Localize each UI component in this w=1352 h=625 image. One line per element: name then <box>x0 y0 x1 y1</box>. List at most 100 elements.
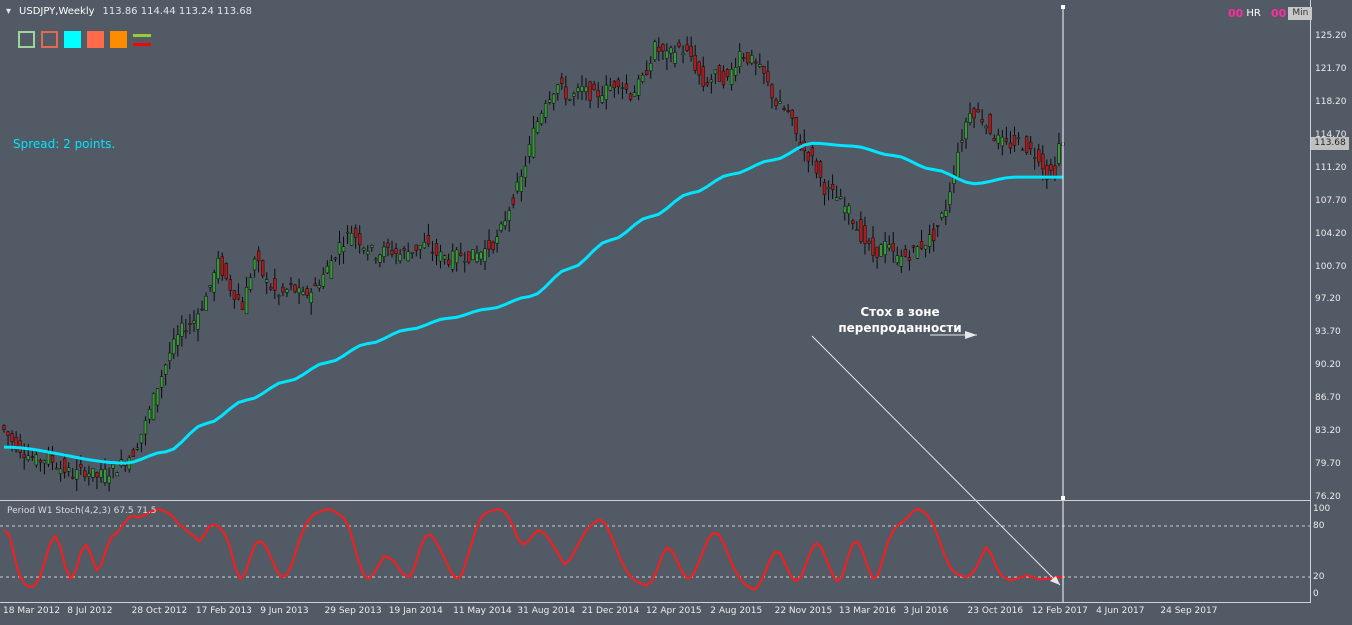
candle-body <box>992 138 996 142</box>
time-tick-label: 18 Mar 2012 <box>3 606 61 616</box>
time-tick-label: 28 Oct 2012 <box>131 606 188 616</box>
candle-body <box>543 103 548 118</box>
candle-body <box>515 181 519 192</box>
candle-body <box>358 233 362 246</box>
candle-body <box>91 468 95 478</box>
candle-body <box>362 247 366 251</box>
candle-body <box>491 241 495 250</box>
candle-body <box>548 99 552 103</box>
candle-body <box>273 278 277 291</box>
candle-body <box>774 99 778 106</box>
candle-body <box>50 455 55 463</box>
candle-body <box>685 44 689 51</box>
candle-body <box>988 114 992 134</box>
candle-body <box>463 261 467 263</box>
candle-body <box>737 51 742 68</box>
candle-body <box>944 210 948 217</box>
candle-body <box>95 472 99 478</box>
time-tick-label: 19 Jan 2014 <box>388 606 443 616</box>
candle-body <box>293 284 297 293</box>
salmon-fill-icon[interactable] <box>87 31 104 48</box>
candle-body <box>1012 134 1017 146</box>
lines-icon[interactable] <box>133 31 151 48</box>
candle-body <box>564 86 568 100</box>
candle-body <box>1008 142 1013 149</box>
candle-body <box>252 258 257 271</box>
candle-body <box>669 47 673 54</box>
candle-body <box>1000 136 1005 147</box>
candle-body <box>1033 157 1037 159</box>
green-square-icon[interactable] <box>18 31 35 48</box>
time-axis-border <box>0 602 1310 603</box>
candle-body <box>131 449 136 457</box>
time-tick-label: 11 May 2014 <box>453 606 512 616</box>
cyan-fill-icon[interactable] <box>64 31 81 48</box>
time-tick-label: 22 Nov 2015 <box>774 606 833 616</box>
candle-body <box>261 260 265 277</box>
candle-body <box>556 84 560 94</box>
candle-body <box>855 229 859 231</box>
time-tick-label: 24 Sep 2017 <box>1160 606 1218 616</box>
candle-body <box>826 187 831 190</box>
stochastic-line <box>3 507 1063 592</box>
candle-body <box>960 140 964 143</box>
candle-body <box>487 240 491 250</box>
candle-body <box>588 81 592 101</box>
candle-body <box>418 245 422 250</box>
candle-body <box>576 87 580 92</box>
candle-body <box>673 52 677 64</box>
candle-body <box>398 254 402 262</box>
candle-body <box>927 234 932 247</box>
candle-body <box>475 252 479 263</box>
candle-body <box>604 84 608 100</box>
candle-body <box>762 66 766 74</box>
candle-body <box>657 46 661 52</box>
candle-body <box>143 420 148 435</box>
candle-body <box>972 108 976 119</box>
candle-body <box>329 260 334 279</box>
subwindow-divider[interactable] <box>0 500 1310 501</box>
annotation-line-2: перепроданности <box>838 321 962 335</box>
candle-body <box>71 476 75 479</box>
candle-body <box>511 197 515 205</box>
candle-body <box>624 83 629 90</box>
chevron-down-icon[interactable]: ▾ <box>6 6 12 17</box>
candle-body <box>584 86 588 93</box>
ohlc-values: 113.86 114.44 113.24 113.68 <box>102 6 253 17</box>
candle-body <box>26 455 30 460</box>
candle-body <box>34 454 39 466</box>
candle-body <box>754 61 758 64</box>
oversold-annotation[interactable]: Стох в зоне перепроданности <box>815 304 985 336</box>
red-square-icon[interactable] <box>41 31 58 48</box>
candle-body <box>923 245 928 250</box>
stoch-tick-label: 0 <box>1313 589 1319 599</box>
price-tick-label: 111.20 <box>1315 162 1347 173</box>
candle-body <box>843 205 847 214</box>
current-price-tag: 113.68 <box>1311 137 1349 150</box>
candle-body <box>147 408 152 420</box>
candle-body <box>915 246 920 259</box>
candle-body <box>159 376 164 388</box>
candle-body <box>244 287 249 314</box>
candle-body <box>677 42 681 47</box>
candle-body <box>729 68 734 85</box>
price-tick-label: 79.70 <box>1315 459 1341 470</box>
candle-body <box>636 78 641 96</box>
candle-body <box>503 220 507 226</box>
candle-body <box>402 248 406 251</box>
candle-body <box>58 468 63 474</box>
candle-body <box>539 113 544 125</box>
candle-body <box>422 241 427 249</box>
orange-fill-icon[interactable] <box>110 31 127 48</box>
candle-body <box>42 460 47 464</box>
candle-body <box>410 252 414 254</box>
candle-body <box>936 225 940 227</box>
candle-body <box>450 250 455 270</box>
candlestick-series <box>2 36 1065 492</box>
candle-body <box>79 464 83 468</box>
color-swatches <box>18 31 151 48</box>
moving-average-line <box>3 141 1063 465</box>
candle-body <box>976 109 980 113</box>
time-tick-label: 23 Oct 2016 <box>967 606 1024 616</box>
